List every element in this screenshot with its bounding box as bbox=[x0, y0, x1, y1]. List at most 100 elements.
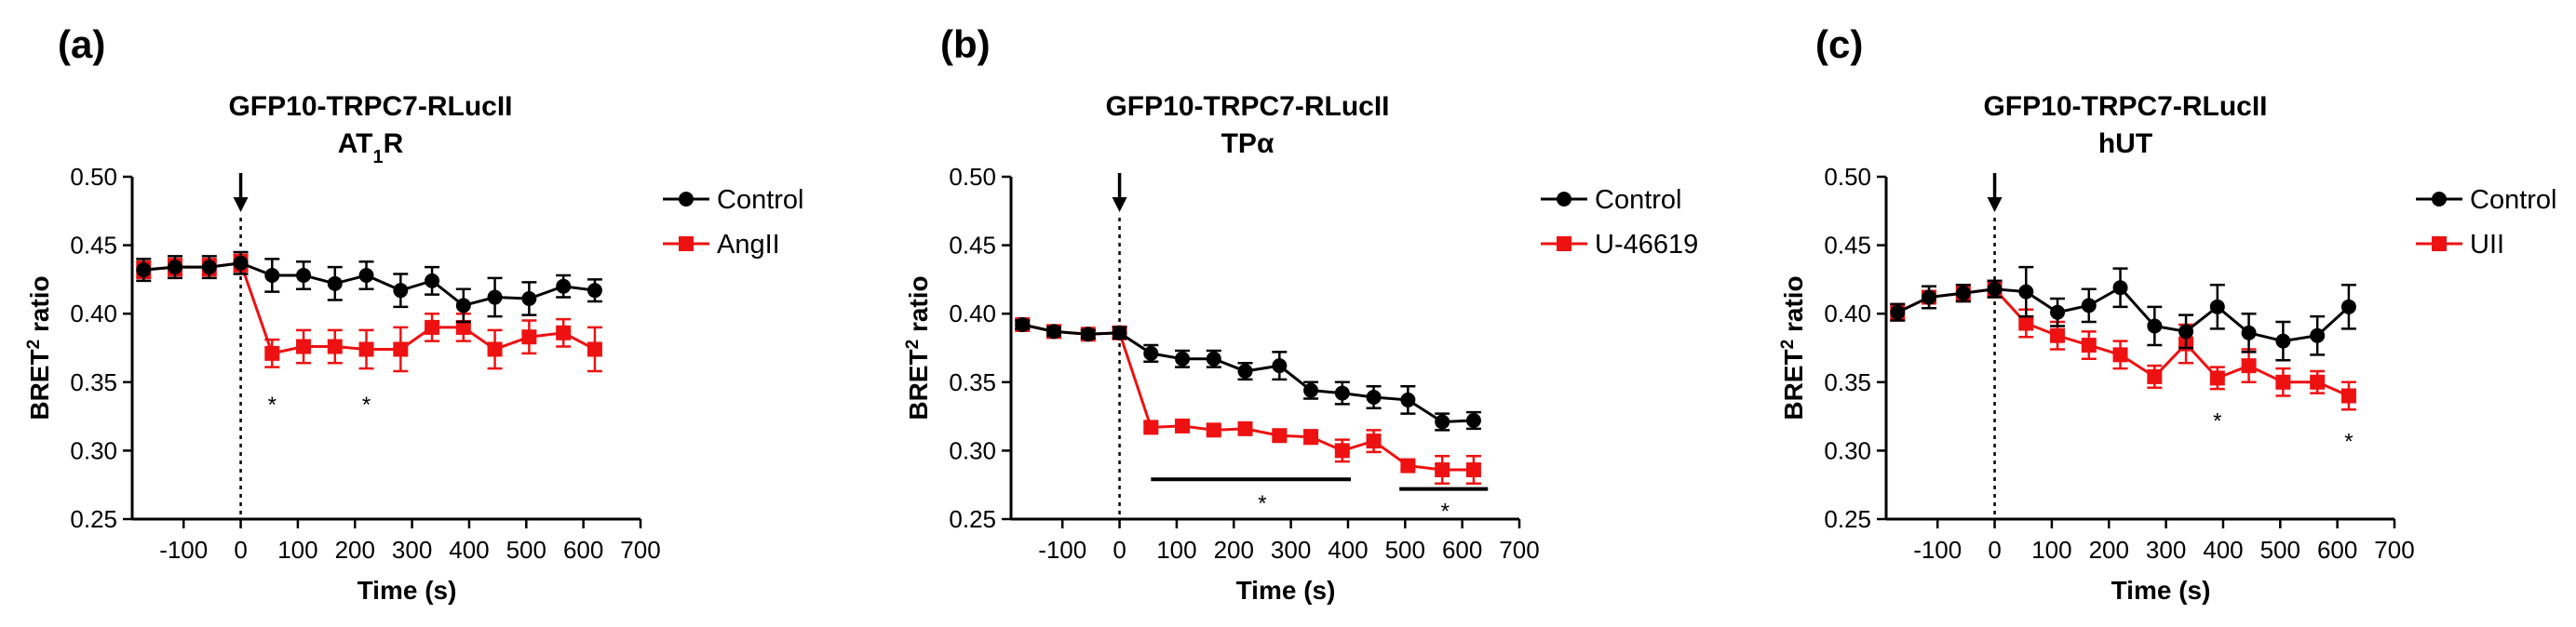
x-tick-label: 100 bbox=[1156, 536, 1196, 564]
series-control bbox=[1890, 265, 2356, 362]
data-point bbox=[1435, 462, 1450, 478]
data-point bbox=[1303, 382, 1319, 398]
stimulus-arrow-head bbox=[1112, 197, 1127, 212]
y-tick-label: 0.45 bbox=[70, 232, 117, 260]
y-tick-label: 0.35 bbox=[949, 368, 996, 396]
data-point bbox=[327, 339, 343, 354]
data-point bbox=[1465, 462, 1481, 478]
x-tick-label: 400 bbox=[449, 536, 489, 564]
data-point bbox=[136, 262, 152, 278]
data-point bbox=[2178, 324, 2194, 340]
data-point bbox=[2275, 374, 2291, 390]
data-point bbox=[587, 283, 602, 299]
x-tick-label: 0 bbox=[234, 536, 247, 564]
data-point bbox=[1046, 324, 1062, 340]
legend-label: AngII bbox=[717, 230, 780, 260]
data-point bbox=[2241, 358, 2257, 374]
significance-marker: * bbox=[1258, 491, 1266, 516]
data-point bbox=[1987, 281, 2003, 297]
chart-title: GFP10-TRPC7-RLucII bbox=[1105, 91, 1389, 122]
legend-item: U-46619 bbox=[1541, 230, 1698, 260]
y-tick-label: 0.40 bbox=[70, 300, 117, 327]
y-tick-label: 0.50 bbox=[70, 163, 117, 191]
data-point bbox=[358, 267, 374, 283]
x-tick-label: -100 bbox=[159, 536, 208, 564]
data-point bbox=[2081, 298, 2097, 314]
chart-subtitle: AT1R bbox=[338, 128, 404, 167]
data-point bbox=[2018, 284, 2034, 300]
data-point bbox=[1334, 443, 1350, 459]
chart-title: GFP10-TRPC7-RLucII bbox=[1983, 91, 2267, 122]
x-tick-label: 0 bbox=[1113, 536, 1126, 564]
data-point bbox=[1080, 327, 1096, 342]
data-point bbox=[1435, 414, 1450, 430]
x-tick-label: -100 bbox=[1913, 536, 1962, 564]
data-point bbox=[264, 345, 280, 361]
data-point bbox=[487, 289, 503, 305]
data-point bbox=[1890, 304, 1906, 320]
y-tick-label: 0.50 bbox=[949, 163, 996, 191]
data-point bbox=[2050, 327, 2066, 343]
x-tick-label: 100 bbox=[2031, 536, 2071, 564]
y-tick-label: 0.30 bbox=[949, 436, 996, 464]
data-point bbox=[556, 325, 572, 340]
data-point bbox=[1400, 392, 1416, 407]
y-tick-label: 0.50 bbox=[1824, 163, 1871, 191]
data-point bbox=[393, 283, 409, 299]
data-point bbox=[168, 260, 183, 275]
panel-label: (c) bbox=[1815, 22, 1863, 66]
data-point bbox=[1175, 418, 1191, 434]
legend-item: Control bbox=[1541, 185, 1682, 215]
legend-label: Control bbox=[2470, 185, 2557, 215]
data-point bbox=[264, 267, 280, 283]
data-point bbox=[2050, 304, 2066, 320]
chart-subtitle: TPα bbox=[1221, 128, 1275, 159]
y-tick-label: 0.45 bbox=[1824, 232, 1871, 260]
y-tick-label: 0.25 bbox=[70, 505, 117, 533]
y-tick-label: 0.30 bbox=[1824, 436, 1871, 464]
x-tick-label: 500 bbox=[1385, 536, 1425, 564]
data-point bbox=[521, 291, 537, 307]
x-tick-label: 700 bbox=[1499, 536, 1539, 564]
legend-label: UII bbox=[2470, 230, 2504, 260]
series-control bbox=[1015, 316, 1481, 432]
data-point bbox=[2147, 318, 2163, 334]
data-point bbox=[2018, 315, 2034, 331]
legend-marker bbox=[679, 192, 694, 207]
data-point bbox=[2112, 347, 2128, 363]
y-axis-label: BRET2 ratio bbox=[903, 275, 934, 420]
data-point bbox=[1272, 428, 1288, 444]
chart-panel-b: (b) GFP10-TRPC7-RLucII TPα 0.25 0.30 0.35 0.40… bbox=[903, 22, 1699, 605]
data-point bbox=[2340, 388, 2356, 404]
x-tick-label: 600 bbox=[1442, 536, 1482, 564]
significance-marker: * bbox=[2213, 409, 2221, 434]
data-point bbox=[1465, 413, 1481, 429]
legend-item: UII bbox=[2416, 230, 2504, 260]
legend-marker bbox=[2432, 192, 2447, 207]
data-point bbox=[1922, 289, 1937, 305]
data-point bbox=[1237, 420, 1253, 436]
legend-item: AngII bbox=[663, 230, 780, 260]
data-point bbox=[1206, 351, 1221, 367]
stimulus-arrow-head bbox=[1987, 197, 2003, 212]
y-tick-label: 0.40 bbox=[949, 300, 996, 327]
data-point bbox=[1143, 420, 1159, 435]
legend-item: Control bbox=[2416, 185, 2557, 215]
chart-panel-c: (c) GFP10-TRPC7-RLucII hUT 0.25 0.30 0.35 0.40… bbox=[1778, 22, 2557, 605]
data-point bbox=[1237, 364, 1253, 380]
x-tick-label: 400 bbox=[2203, 536, 2243, 564]
chart-title: GFP10-TRPC7-RLucII bbox=[228, 91, 512, 122]
x-axis-label: Time (s) bbox=[2111, 576, 2211, 605]
x-tick-label: 300 bbox=[2146, 536, 2186, 564]
panel-label: (a) bbox=[58, 22, 105, 66]
x-tick-label: 0 bbox=[1988, 536, 2001, 564]
data-point bbox=[487, 341, 503, 357]
legend-marker bbox=[2432, 236, 2447, 251]
x-tick-label: 600 bbox=[563, 536, 603, 564]
x-axis-label: Time (s) bbox=[1236, 576, 1336, 605]
data-point bbox=[2147, 368, 2163, 384]
data-point bbox=[233, 255, 249, 271]
data-point bbox=[455, 319, 471, 335]
chart-panel-a: (a) GFP10-TRPC7-RLucII AT1R 0.25 0.30 0.35 0.4… bbox=[24, 22, 804, 605]
